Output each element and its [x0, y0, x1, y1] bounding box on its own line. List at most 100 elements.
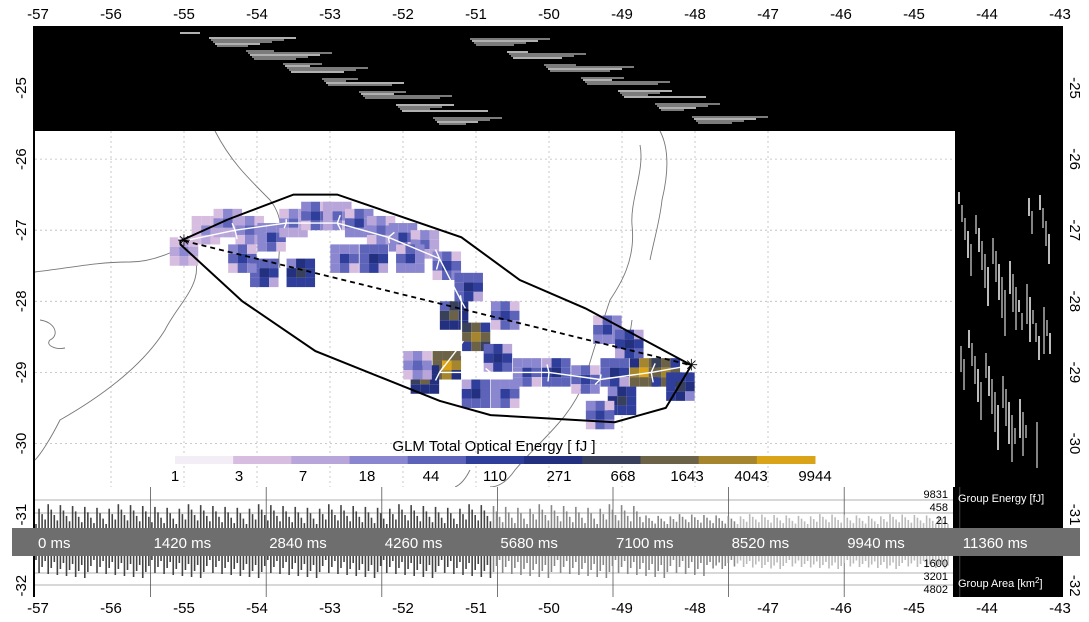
top-projection-streak [215, 43, 260, 45]
energy-cell [286, 268, 297, 278]
energy-cell [354, 208, 364, 219]
energy-cell [442, 370, 452, 380]
energy-cell [378, 244, 389, 254]
energy-cell [619, 377, 629, 387]
energy-cell [369, 263, 379, 273]
right-projection-streak [1004, 290, 1006, 336]
energy-cell [223, 208, 233, 219]
energy-cell [500, 320, 510, 330]
energy-cell [471, 398, 481, 408]
right-projection-streak [1014, 428, 1016, 444]
energy-cell [666, 381, 676, 392]
top-projection-streak [400, 108, 430, 110]
x-axis-top: -57 -56 -55 -54 -53 -52 -51 -50 -49 -48 -47 -46 -45 -… [27, 6, 1071, 23]
energy-cell [442, 351, 452, 361]
group-energy-title: Group Energy [fJ] [958, 493, 1044, 505]
y-tick-label-right: -31 [1066, 504, 1083, 526]
energy-cell [661, 358, 671, 368]
energy-cell [624, 339, 635, 349]
right-projection-streak [967, 231, 969, 258]
energy-cell [595, 410, 605, 420]
top-projection-streak [620, 92, 660, 94]
energy-cell [405, 244, 416, 254]
energy-cell [593, 334, 603, 344]
energy-cell [439, 320, 450, 330]
energy-cell [388, 232, 399, 243]
energy-cell [420, 239, 430, 250]
x-tick-label-bottom: -50 [538, 600, 560, 617]
right-projection-streak [1032, 310, 1034, 324]
lightning-branches [177, 214, 693, 385]
y-tick-label-left: -26 [13, 148, 30, 170]
energy-cell [454, 272, 464, 283]
energy-cell [228, 263, 238, 273]
energy-cell [480, 332, 491, 342]
energy-cell [330, 253, 340, 264]
right-projection-streak [960, 346, 962, 372]
energy-cell [412, 360, 423, 371]
energy-cell [675, 381, 686, 392]
y-tick-label-left: -25 [13, 77, 30, 99]
energy-cell [235, 225, 245, 235]
energy-cell [323, 201, 333, 212]
energy-cell [247, 263, 257, 273]
energy-cell [403, 370, 413, 380]
right-projection-streak [988, 366, 990, 396]
top-projection-streak [511, 55, 574, 57]
energy-cell [571, 374, 581, 385]
x-tick-label-top: -54 [246, 6, 268, 23]
energy-cell [237, 244, 248, 254]
right-projection-streak [975, 215, 977, 234]
energy-cell [473, 282, 483, 292]
top-projection-streak [435, 119, 490, 121]
top-projection-streak [470, 38, 550, 40]
energy-cell [473, 291, 483, 302]
top-projection-streak [398, 106, 442, 108]
energy-cell [480, 322, 491, 333]
right-projection-streak [1035, 323, 1037, 342]
right-projection-streak [1042, 208, 1044, 228]
energy-cell [247, 244, 257, 254]
energy-cell [301, 201, 311, 212]
colorbar-segment [233, 456, 292, 464]
energy-cell [685, 381, 695, 392]
energy-cell [615, 339, 625, 349]
energy-cell [461, 322, 472, 333]
energy-cell [531, 377, 542, 387]
x-tick-label-bottom: -45 [903, 600, 925, 617]
right-projection-streak [1005, 389, 1007, 426]
top-projection-streak [365, 97, 440, 99]
top-projection-streak [250, 54, 320, 56]
top-projection-streak [474, 42, 526, 44]
colorbar-segment [407, 456, 467, 464]
energy-cell [259, 268, 270, 278]
flash-extent-line [183, 239, 692, 367]
right-projection-streak [1048, 234, 1050, 264]
energy-cell [332, 201, 343, 212]
x-tick-label-top: -55 [173, 6, 195, 23]
top-projection-streak [361, 93, 394, 95]
energy-cell [330, 244, 340, 254]
energy-cell [296, 277, 306, 288]
energy-cell [629, 377, 640, 387]
top-projection-streak [472, 40, 538, 42]
right-projection-streak [1009, 261, 1011, 294]
energy-cell [595, 419, 605, 430]
y-tick-label-right: -29 [1066, 362, 1083, 384]
energy-cell [410, 230, 421, 240]
colorbar-tick-label: 7 [299, 468, 307, 485]
energy-cell [651, 377, 662, 387]
top-projection-streak [254, 58, 296, 60]
top-projection-streak [363, 95, 452, 97]
energy-cell [509, 398, 520, 408]
energy-cell [451, 261, 462, 271]
energy-cell [509, 379, 520, 389]
energy-cell [666, 372, 676, 382]
energy-cell [369, 244, 379, 254]
y-tick-label-right: -26 [1066, 148, 1083, 170]
energy-cell [378, 263, 389, 273]
energy-cell [512, 358, 523, 368]
energy-cell [595, 400, 605, 411]
